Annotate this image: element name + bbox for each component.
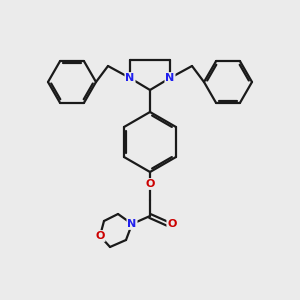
Text: O: O [145, 179, 155, 189]
Text: O: O [95, 231, 105, 241]
Text: N: N [128, 219, 136, 229]
Text: O: O [167, 219, 177, 229]
Text: N: N [165, 73, 175, 83]
Text: N: N [125, 73, 135, 83]
